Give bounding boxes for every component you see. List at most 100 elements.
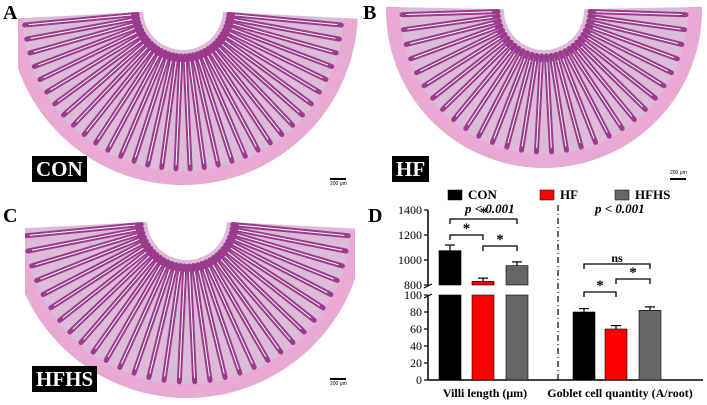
tissue-cross-section bbox=[18, 11, 358, 185]
villus-core bbox=[66, 43, 145, 113]
villus-core bbox=[95, 262, 158, 350]
villus-core bbox=[594, 22, 678, 44]
scale-label: 200 μm bbox=[670, 170, 687, 176]
villus-core bbox=[214, 50, 280, 132]
y-tick-label: 1400 bbox=[398, 203, 422, 217]
y-tick-label: 1000 bbox=[398, 253, 422, 267]
histology-image-hf bbox=[386, 6, 702, 168]
villus-core bbox=[161, 61, 177, 164]
sig-bracket-villi-hf-hfhs bbox=[482, 245, 518, 251]
villus-core bbox=[414, 27, 496, 58]
bar-con-villi-lower bbox=[438, 294, 462, 381]
villus-core bbox=[40, 238, 139, 280]
sig-bracket-goblet-hf-hfhs bbox=[615, 278, 651, 284]
bar-hf-villi-upper bbox=[471, 280, 495, 286]
villus-core bbox=[407, 16, 493, 30]
scale-bar bbox=[670, 178, 686, 180]
tissue-cross-section bbox=[25, 221, 355, 398]
villus-core bbox=[435, 41, 504, 97]
villus-core bbox=[587, 37, 661, 85]
villus-core bbox=[109, 55, 159, 147]
villus-core bbox=[234, 19, 336, 39]
villus-core bbox=[49, 36, 139, 91]
villus-core bbox=[551, 61, 567, 147]
x-category-label: Goblet cell quantity (A/root) bbox=[547, 386, 692, 400]
p-value-label: p < 0.001 bbox=[594, 201, 645, 216]
villus-core bbox=[224, 255, 302, 330]
bar-hfhs-goblet bbox=[638, 310, 662, 381]
villus-core bbox=[455, 49, 512, 117]
villus-core bbox=[62, 251, 147, 319]
panel-letter-a: A bbox=[3, 2, 18, 24]
scale-label: 200 μm bbox=[330, 181, 347, 187]
sig-bracket-villi-con-hfhs-label: * bbox=[480, 205, 488, 221]
tissue-cross-section bbox=[386, 6, 702, 168]
sig-bracket-villi-con-hfhs bbox=[449, 218, 518, 224]
villus-core bbox=[30, 19, 132, 39]
p-value-label: p < 0.001 bbox=[464, 201, 515, 216]
axis-break-mark bbox=[423, 293, 433, 299]
villus-core bbox=[410, 22, 494, 44]
y-tick-label: 60 bbox=[410, 322, 422, 336]
villus-core bbox=[28, 14, 132, 26]
sig-bracket-villi-hf-hfhs-label: * bbox=[496, 232, 504, 248]
villus-core bbox=[576, 49, 633, 117]
villus-core bbox=[419, 32, 498, 72]
villus-core bbox=[221, 43, 300, 113]
villus-core bbox=[46, 243, 142, 294]
villus-core bbox=[595, 16, 681, 30]
bar-hf-goblet bbox=[604, 328, 628, 381]
villus-core bbox=[234, 14, 338, 26]
bar-con-villi-upper bbox=[438, 250, 462, 286]
villus-core bbox=[134, 268, 171, 370]
villus-core bbox=[230, 247, 321, 307]
villus-core bbox=[220, 259, 291, 340]
villus-core bbox=[178, 271, 186, 378]
villus-core bbox=[467, 53, 516, 126]
villus-core bbox=[43, 32, 137, 79]
villus-core bbox=[236, 234, 339, 266]
villus-core bbox=[572, 53, 621, 126]
villus-core bbox=[546, 61, 552, 148]
villus-core bbox=[198, 59, 232, 158]
panel-letter-c: C bbox=[3, 205, 18, 227]
villus-core bbox=[238, 224, 345, 236]
villus-core bbox=[184, 61, 191, 165]
villus-core bbox=[97, 53, 155, 140]
villus-core bbox=[507, 60, 531, 144]
sig-bracket-villi-con-hf-label: * bbox=[463, 221, 471, 237]
bar-con-goblet bbox=[572, 311, 596, 381]
villus-core bbox=[592, 27, 674, 58]
villus-core bbox=[557, 60, 581, 144]
scale-bar bbox=[330, 178, 346, 180]
legend-label-hfhs: HFHS bbox=[635, 187, 670, 202]
sig-bracket-villi-con-hf bbox=[449, 234, 484, 240]
villus-core bbox=[445, 46, 508, 107]
villus-core bbox=[75, 47, 148, 123]
villus-core bbox=[562, 58, 595, 139]
villus-core bbox=[493, 58, 526, 139]
sig-bracket-goblet-con-hf-label: * bbox=[596, 278, 604, 294]
x-category-label: Villi length (μm) bbox=[443, 386, 527, 400]
villus-core bbox=[580, 46, 643, 107]
villus-core bbox=[480, 55, 521, 133]
bar-hfhs-villi-lower bbox=[505, 294, 529, 381]
sig-bracket-goblet-con-hfhs-label: ns bbox=[611, 251, 623, 265]
y-tick-label: 80 bbox=[410, 305, 422, 319]
y-tick-label: 40 bbox=[410, 339, 422, 353]
villus-core bbox=[35, 234, 138, 266]
scale-bar bbox=[330, 378, 346, 380]
villus-core bbox=[29, 224, 136, 236]
sig-bracket-goblet-con-hf bbox=[583, 291, 617, 297]
villus-core bbox=[232, 23, 333, 53]
villus-core bbox=[590, 32, 669, 72]
histology-image-hfhs bbox=[25, 221, 355, 398]
villus-core bbox=[83, 259, 154, 340]
group-label-hf: HF bbox=[392, 156, 430, 182]
villus-core bbox=[218, 47, 291, 123]
histology-image-con bbox=[18, 11, 358, 185]
mucosa bbox=[25, 221, 351, 384]
villus-core bbox=[231, 28, 329, 66]
villus-core bbox=[232, 243, 328, 294]
villus-core bbox=[227, 251, 312, 319]
